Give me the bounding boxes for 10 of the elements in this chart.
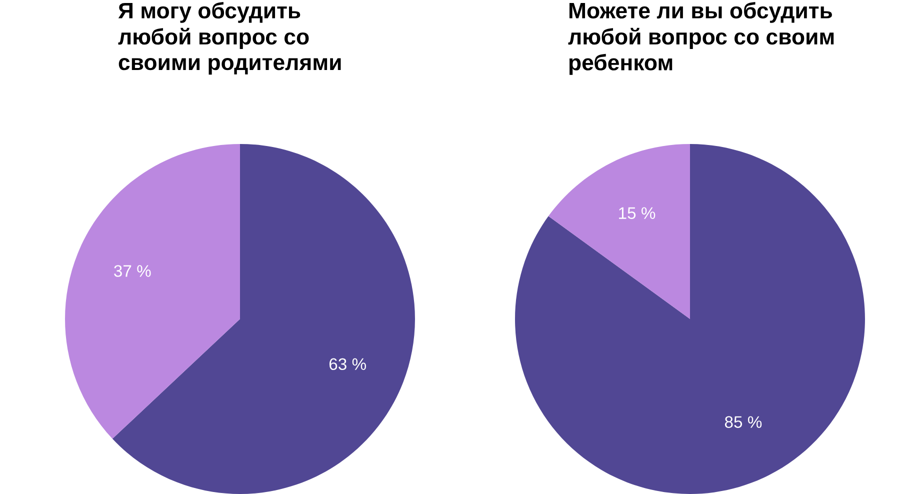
pie-slice <box>65 144 240 439</box>
data-label: 37 % <box>114 265 151 277</box>
pie-slice <box>515 144 865 494</box>
data-label: 85 % <box>724 416 762 428</box>
data-label: 15 % <box>619 207 656 220</box>
chart-title: Можете ли вы обсудить любой вопрос со своим ребенком <box>568 2 834 75</box>
chart-title: Я могу обсудить любой вопрос со своими родителями <box>118 2 341 75</box>
data-label: 63 % <box>329 358 366 370</box>
pie-slice <box>548 144 690 319</box>
pie-slice <box>112 144 415 494</box>
